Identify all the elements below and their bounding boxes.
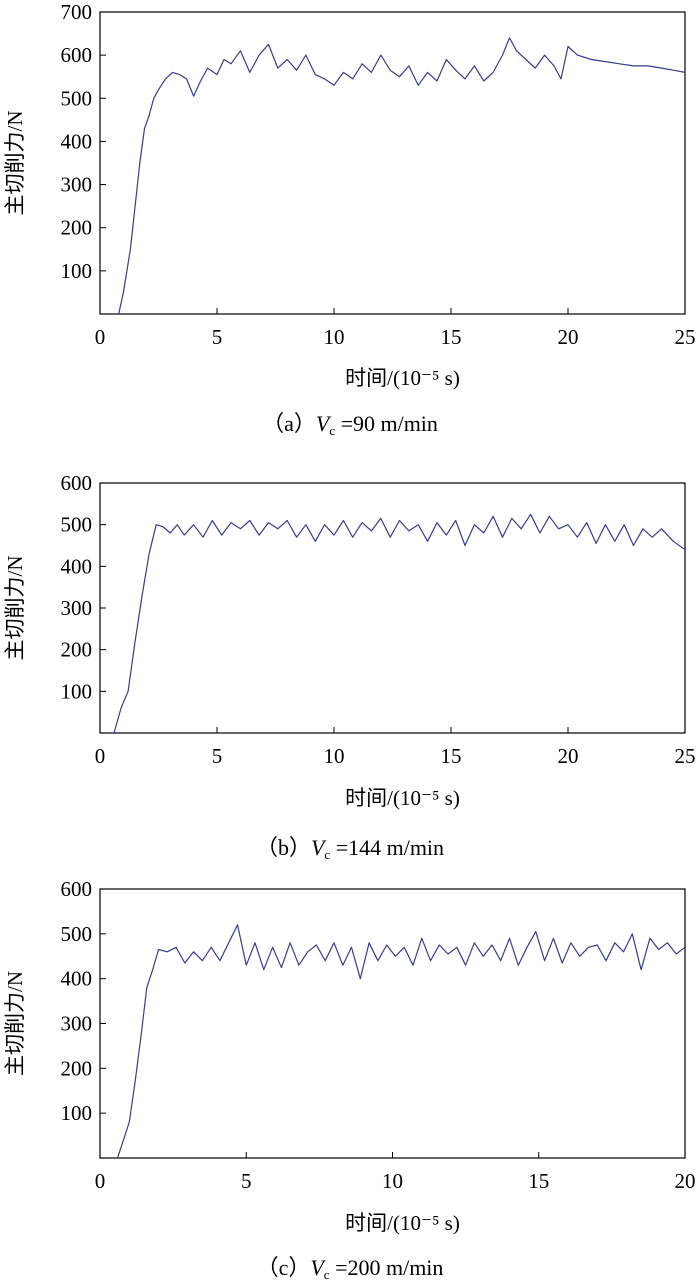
caption-a: （a）Vc =90 m/min [0,406,700,439]
chart-c: 0 5 10 15 20 100 200 300 400 500 600 时间/(10⁻⁵ s) 主切削… [3,877,696,1235]
x-tick-label: 25 [675,744,696,768]
y-tick-label: 500 [61,86,93,110]
x-tick-label: 5 [241,1169,252,1193]
caption-c-sub: c [323,1267,330,1282]
y-tick-label: 500 [61,922,93,946]
caption-b-rest: =144 m/min [330,835,445,860]
caption-a-rest: =90 m/min [335,411,438,436]
x-tick-label: 10 [324,744,345,768]
y-axis-label: 主切削力/N [3,556,27,661]
x-axis-label: 时间/(10⁻⁵ s) [345,1211,460,1235]
y-tick-label: 400 [61,554,93,578]
caption-b-prefix: （b） [255,835,311,860]
y-tick-label: 300 [61,1012,93,1036]
x-tick-label: 15 [441,744,462,768]
y-tick-label: 400 [61,967,93,991]
caption-b: （b）Vc =144 m/min [0,830,700,863]
caption-c-var: V [310,1255,324,1280]
y-axis-label: 主切削力/N [3,971,27,1076]
plot-frame [99,888,686,1159]
y-tick-label: 300 [61,173,93,197]
chart-panel-b: 0 5 10 15 20 25 100 200 300 400 500 600 时间/(10⁻⁵ s) 主… [0,470,700,870]
caption-a-prefix: （a） [262,411,316,436]
series-line [118,37,686,315]
y-tick-label: 100 [61,259,93,283]
y-axis-label: 主切削力/N [3,111,27,216]
caption-a-sub: c [329,423,336,438]
x-tick-label: 20 [558,325,579,349]
x-tick-label: 20 [675,1169,696,1193]
chart-b: 0 5 10 15 20 25 100 200 300 400 500 600 时间/(10⁻⁵ s) 主… [3,471,696,810]
x-tick-label: 15 [528,1169,549,1193]
x-axis-label: 时间/(10⁻⁵ s) [345,366,460,390]
x-tick-label: 0 [95,1169,106,1193]
y-tick-label: 100 [61,679,93,703]
caption-c-prefix: （c） [256,1255,311,1280]
y-tick-label: 200 [61,216,93,240]
y-tick-label: 600 [61,43,93,67]
x-tick-label: 0 [95,325,106,349]
chart-panel-c: 0 5 10 15 20 100 200 300 400 500 600 时间/(10⁻⁵ s) 主切削… [0,875,700,1285]
caption-b-var: V [310,835,325,860]
x-tick-label: 25 [675,325,696,349]
x-tick-label: 10 [382,1169,403,1193]
caption-c-rest: =200 m/min [329,1255,444,1280]
y-tick-label: 100 [61,1101,93,1125]
y-tick-label: 600 [61,471,93,495]
series-line [113,513,686,734]
y-tick-label: 200 [61,638,93,662]
x-tick-label: 5 [212,744,223,768]
plot-frame [99,482,686,734]
series-line [116,924,686,1159]
caption-b-sub: c [324,847,331,862]
y-tick-label: 300 [61,596,93,620]
chart-a: 0 5 10 15 20 25 100 200 300 400 500 600 700 时间/(10⁻⁵ … [3,0,696,390]
y-tick-label: 600 [61,877,93,901]
x-tick-label: 0 [95,744,106,768]
x-axis-label: 时间/(10⁻⁵ s) [345,786,460,810]
y-tick-label: 500 [61,513,93,537]
x-tick-label: 20 [558,744,579,768]
x-tick-label: 15 [441,325,462,349]
y-tick-label: 200 [61,1056,93,1080]
x-tick-label: 5 [212,325,223,349]
x-tick-label: 10 [324,325,345,349]
y-tick-label: 700 [61,0,93,24]
y-tick-label: 400 [61,129,93,153]
caption-a-var: V [315,411,330,436]
caption-c: （c）Vc =200 m/min [0,1250,700,1283]
chart-panel-a: 0 5 10 15 20 25 100 200 300 400 500 600 700 时间/(10⁻⁵ … [0,0,700,438]
plot-frame [99,11,686,315]
